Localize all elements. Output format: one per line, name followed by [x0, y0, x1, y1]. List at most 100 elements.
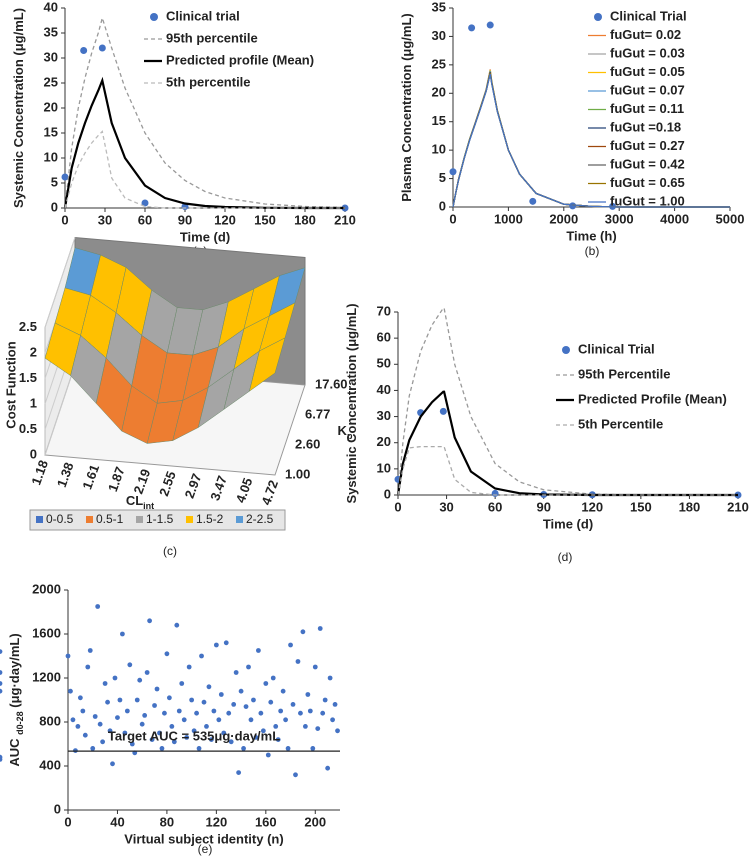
y-tick-label: 25 — [432, 56, 446, 71]
series-line — [396, 390, 738, 497]
z-tick-label: 2 — [30, 344, 37, 359]
x-tick-label: 120 — [214, 212, 236, 227]
x-tick-label: 3.47 — [207, 474, 230, 503]
data-point — [236, 770, 242, 775]
y-tick-label: 1.00 — [285, 466, 310, 481]
data-point — [95, 604, 101, 609]
data-point — [127, 662, 133, 668]
data-point — [263, 681, 269, 686]
data-point — [0, 649, 3, 654]
data-point — [82, 732, 88, 738]
data-point — [298, 710, 303, 716]
legend-label: fuGut= 0.02 — [610, 27, 681, 42]
legend-label: fuGut = 0.27 — [610, 138, 685, 153]
data-point — [468, 24, 476, 32]
y-tick-label: 30 — [44, 49, 58, 64]
x-tick-label: 3000 — [605, 211, 634, 226]
x-tick-label: 1.38 — [54, 460, 77, 489]
data-point — [213, 642, 219, 648]
data-point — [204, 724, 209, 729]
data-point — [270, 675, 276, 681]
data-point — [196, 746, 202, 751]
data-point — [77, 695, 83, 701]
data-point — [129, 741, 135, 747]
x-tick-label: 180 — [294, 212, 316, 227]
data-point — [169, 724, 175, 729]
x-tick-label: 4000 — [660, 211, 689, 226]
legend-label: Clinical trial — [166, 8, 240, 23]
data-point — [226, 710, 232, 716]
x-tick-label: 0 — [394, 499, 401, 514]
y-tick-label: 0 — [384, 486, 391, 501]
z-tick-label: 1.5 — [19, 370, 37, 385]
legend-label: Clinical Trial — [610, 8, 687, 23]
legend-label: 95th Percentile — [578, 366, 671, 381]
data-point — [115, 715, 120, 720]
x-tick-label: 2.19 — [131, 467, 154, 496]
data-point — [238, 688, 244, 694]
series-line — [397, 445, 738, 496]
x-axis-title: Virtual subject identity (n) — [124, 831, 283, 846]
data-point — [251, 697, 256, 703]
data-point — [290, 702, 296, 707]
y-axis-title-part: p — [347, 431, 353, 441]
data-point — [231, 702, 237, 707]
series-line — [452, 69, 730, 208]
data-point — [221, 730, 227, 736]
x-tick-label: 160 — [255, 814, 277, 829]
y-tick-label: 1600 — [32, 625, 61, 640]
data-point — [253, 735, 259, 740]
surface-patch — [248, 337, 286, 392]
data-point — [179, 681, 185, 686]
legend-label: fuGut = 0.03 — [610, 45, 685, 60]
y-tick-label: 10 — [432, 142, 446, 157]
data-point — [147, 618, 153, 624]
data-point — [209, 737, 214, 742]
y-tick-label: 2.60 — [295, 436, 320, 451]
y-tick-label: 6.77 — [305, 406, 330, 421]
data-point — [112, 675, 118, 681]
caption: (d) — [558, 550, 573, 564]
data-point — [174, 622, 180, 628]
data-point — [0, 688, 3, 694]
y-tick-label: 20 — [377, 434, 391, 449]
data-point — [171, 739, 177, 745]
data-point — [307, 708, 313, 714]
caption: (c) — [163, 544, 177, 558]
data-point — [184, 735, 190, 740]
y-tick-label: 15 — [44, 124, 58, 139]
legend-label: 1.5-2 — [196, 512, 224, 526]
x-tick-label: 0 — [61, 212, 68, 227]
legend-box — [29, 509, 286, 531]
data-point — [206, 684, 212, 690]
y-tick-label: 40 — [377, 382, 391, 397]
y-tick-label: 0 — [54, 801, 61, 816]
y-tick-label: 50 — [377, 356, 391, 371]
caption: (b) — [585, 244, 600, 258]
x-tick-label: 1.87 — [105, 465, 128, 494]
data-point — [157, 730, 162, 736]
data-point — [166, 695, 172, 701]
y-axis-title-part: Systemic Concentration (μg/mL) — [344, 303, 359, 503]
x-tick-label: 30 — [98, 212, 112, 227]
y-tick-label: 2000 — [32, 581, 61, 596]
y-tick-label: 30 — [432, 28, 446, 43]
data-point — [152, 703, 157, 708]
y-axis-title: Kp — [338, 423, 353, 441]
legend-label: Clinical Trial — [578, 341, 655, 356]
legend-label: fuGut = 0.05 — [610, 64, 685, 79]
data-point — [0, 754, 3, 760]
data-point — [0, 670, 3, 675]
data-point — [211, 708, 217, 714]
legend-label: 1-1.5 — [146, 512, 174, 526]
data-point — [98, 44, 106, 52]
y-axis-title-part: Plasma Concentration (μg/mL) — [399, 13, 414, 202]
data-point — [310, 746, 316, 751]
x-tick-label: 4.05 — [233, 476, 256, 505]
data-point — [122, 730, 128, 736]
y-tick-label: 5 — [439, 170, 446, 185]
x-axis-title: CLint — [126, 493, 154, 511]
data-point — [258, 710, 264, 716]
x-tick-label: 2.97 — [182, 471, 205, 500]
